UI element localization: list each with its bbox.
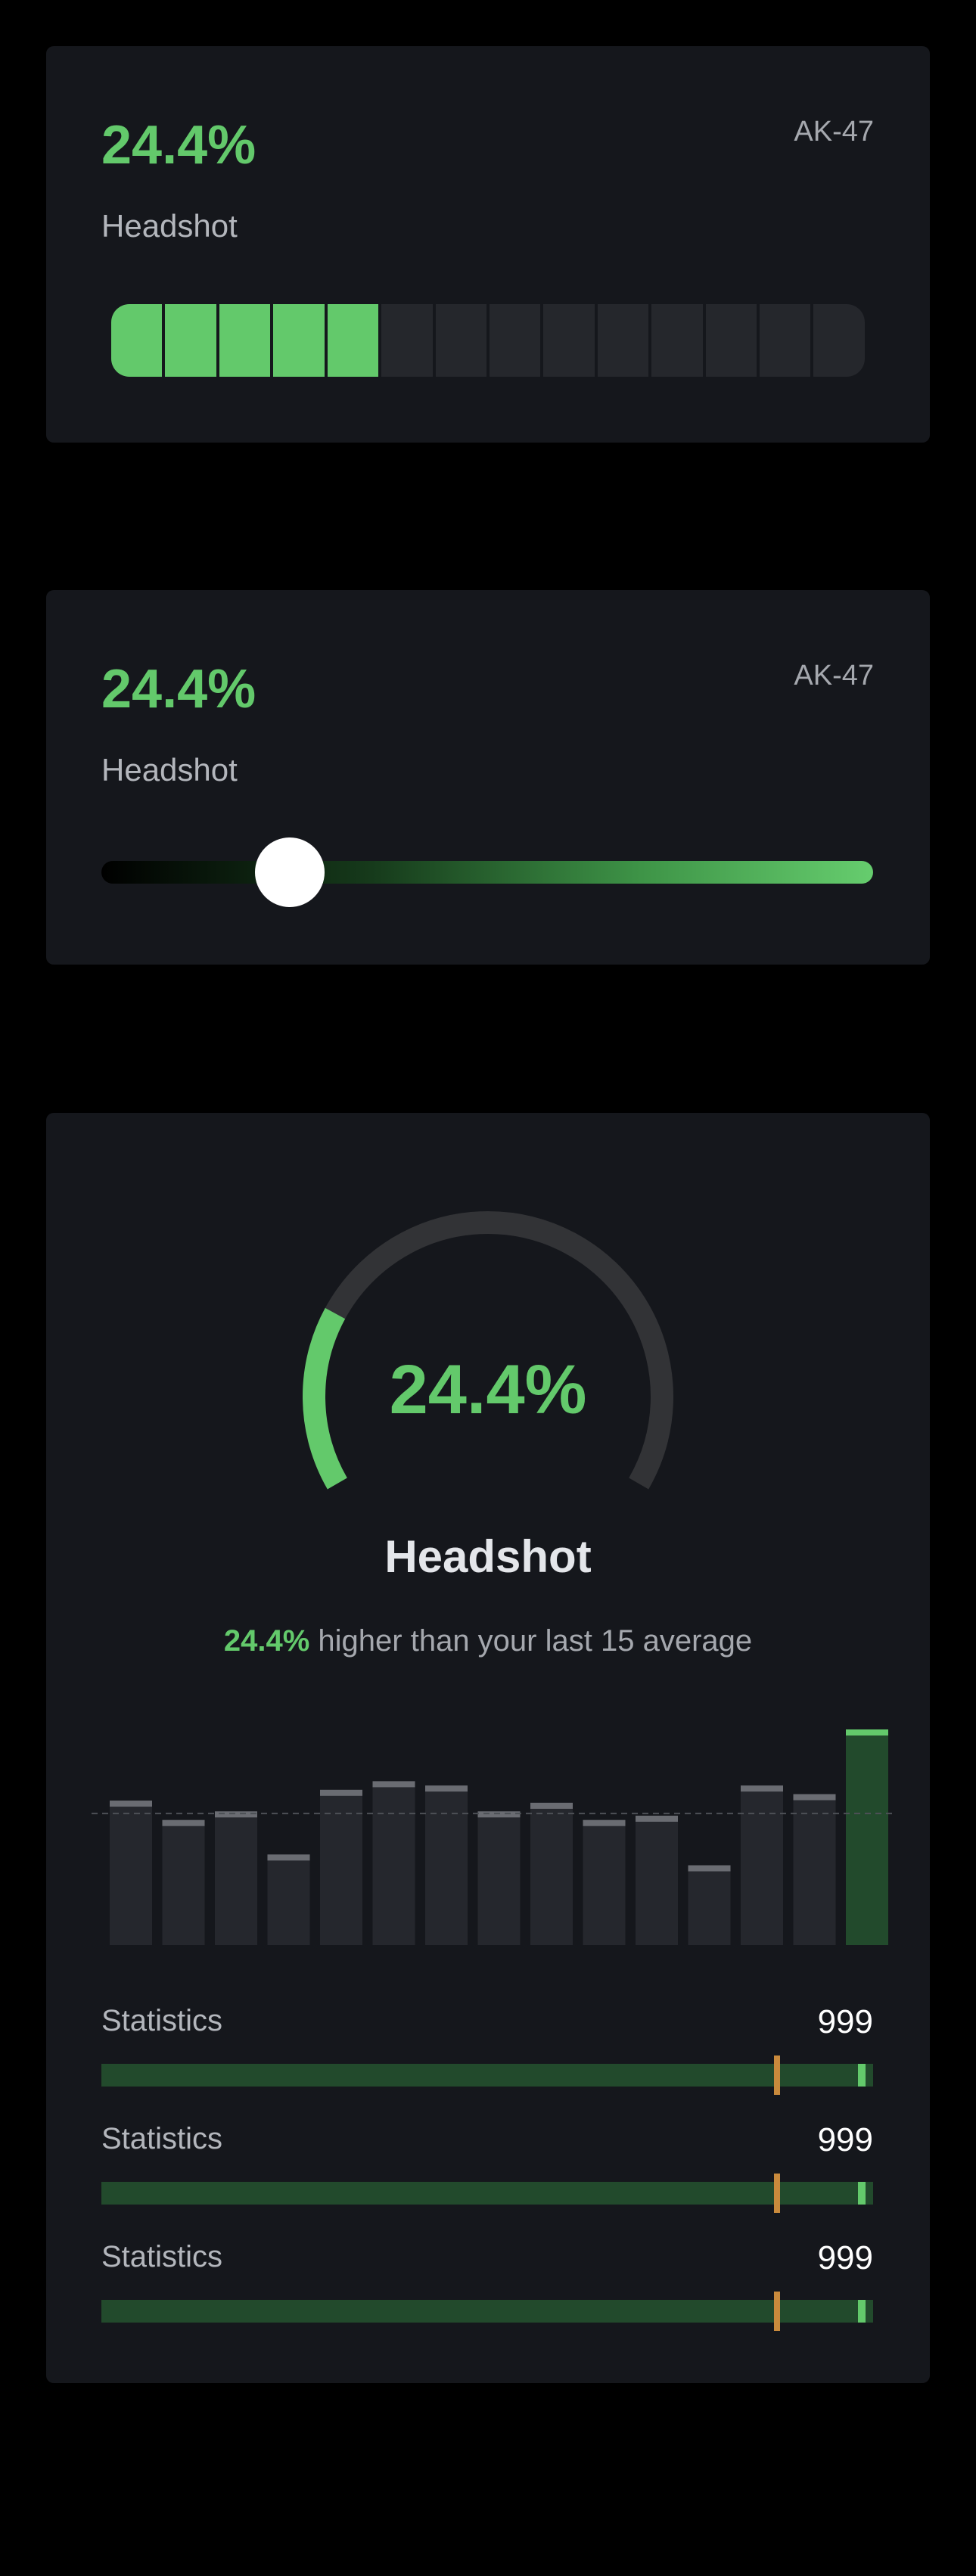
history-bar-cap: [425, 1785, 468, 1792]
history-bar: [793, 1794, 836, 1945]
progress-segment-filled: [327, 304, 379, 377]
statistics-label: Statistics: [101, 2240, 223, 2273]
history-bar: [215, 1811, 257, 1945]
history-bar-cap: [530, 1802, 573, 1809]
statistics-value: 999: [817, 2239, 873, 2276]
headshot-gauge: [303, 1211, 673, 1490]
headshot-card-gauge: 24.4% Headshot 24.4% higher than your la…: [46, 1113, 930, 2383]
history-bar: [636, 1816, 678, 1945]
history-bar: [425, 1785, 468, 1945]
headshot-card-segmented: 24.4% AK-47 Headshot: [46, 46, 930, 443]
statistics-average-marker: [773, 2056, 780, 2095]
slider-track[interactable]: [101, 861, 873, 884]
history-bar-chart: [92, 1729, 894, 1945]
history-bar-cap: [267, 1854, 310, 1861]
history-bar: [688, 1865, 731, 1945]
history-bar: [267, 1854, 310, 1945]
gauge-fill: [303, 1307, 347, 1490]
history-bar-cap: [477, 1811, 521, 1818]
history-bar: [477, 1811, 521, 1945]
statistics-row: Statistics 999: [101, 2006, 873, 2104]
history-bar-cap: [741, 1785, 783, 1792]
history-bar-cap: [846, 1729, 888, 1735]
history-bar: [583, 1819, 626, 1945]
statistics-average-marker: [773, 2174, 780, 2213]
statistics-bar: [101, 2182, 873, 2205]
headshot-percentage: 24.4%: [101, 115, 256, 176]
stat-label: Headshot: [101, 752, 238, 788]
history-bar-current: [846, 1729, 888, 1945]
progress-segment-empty: [435, 304, 486, 377]
statistics-row: Statistics 999: [101, 2242, 873, 2340]
statistics-current-marker: [857, 2300, 866, 2323]
history-bar-cap: [583, 1819, 626, 1826]
progress-segment-empty: [705, 304, 757, 377]
statistics-current-marker: [857, 2064, 866, 2087]
history-bar: [530, 1802, 573, 1945]
history-bar: [320, 1789, 362, 1945]
history-bar: [372, 1781, 415, 1945]
headshot-percentage: 24.4%: [101, 659, 256, 719]
progress-segment-empty: [381, 304, 433, 377]
progress-segment-empty: [813, 304, 865, 377]
slider-thumb[interactable]: [254, 837, 325, 907]
comparison-description: higher than your last 15 average: [309, 1624, 753, 1658]
history-bar: [162, 1819, 205, 1945]
statistics-value: 999: [817, 2003, 873, 2040]
progress-segment-filled: [219, 304, 271, 377]
weapon-name: AK-47: [794, 116, 874, 148]
statistics-value: 999: [817, 2121, 873, 2158]
stat-label: Headshot: [101, 208, 238, 244]
gauge-title: Headshot: [384, 1531, 592, 1582]
comparison-text: 24.4% higher than your last 15 average: [46, 1626, 930, 1656]
statistics-bar: [101, 2300, 873, 2323]
history-bar-cap: [636, 1816, 678, 1822]
statistics-average-marker: [773, 2292, 780, 2331]
progress-segment-filled: [165, 304, 216, 377]
progress-segment-filled: [273, 304, 325, 377]
progress-segment-filled: [111, 304, 163, 377]
history-bar-cap: [320, 1789, 362, 1796]
history-bar-cap: [162, 1819, 205, 1826]
history-bar-cap: [793, 1794, 836, 1801]
progress-segment-empty: [543, 304, 595, 377]
progress-segment-empty: [489, 304, 541, 377]
progress-segment-empty: [651, 304, 703, 377]
history-bar-cap: [372, 1781, 415, 1788]
history-bar: [110, 1801, 152, 1945]
statistics-label: Statistics: [101, 2122, 223, 2155]
history-bar-cap: [110, 1801, 152, 1807]
history-bar-cap: [215, 1811, 257, 1818]
statistics-label: Statistics: [101, 2004, 223, 2037]
history-bar-cap: [688, 1865, 731, 1872]
statistics-current-marker: [857, 2182, 866, 2205]
progress-segment-empty: [597, 304, 649, 377]
statistics-row: Statistics 999: [101, 2124, 873, 2222]
progress-segment-empty: [760, 304, 811, 377]
weapon-name: AK-47: [794, 660, 874, 691]
segmented-progress-bar: [111, 304, 865, 377]
headshot-card-slider: 24.4% AK-47 Headshot: [46, 590, 930, 965]
history-bar: [741, 1785, 783, 1945]
gauge-percentage: 24.4%: [389, 1351, 587, 1428]
statistics-bar: [101, 2064, 873, 2087]
comparison-highlight: 24.4%: [223, 1624, 310, 1658]
